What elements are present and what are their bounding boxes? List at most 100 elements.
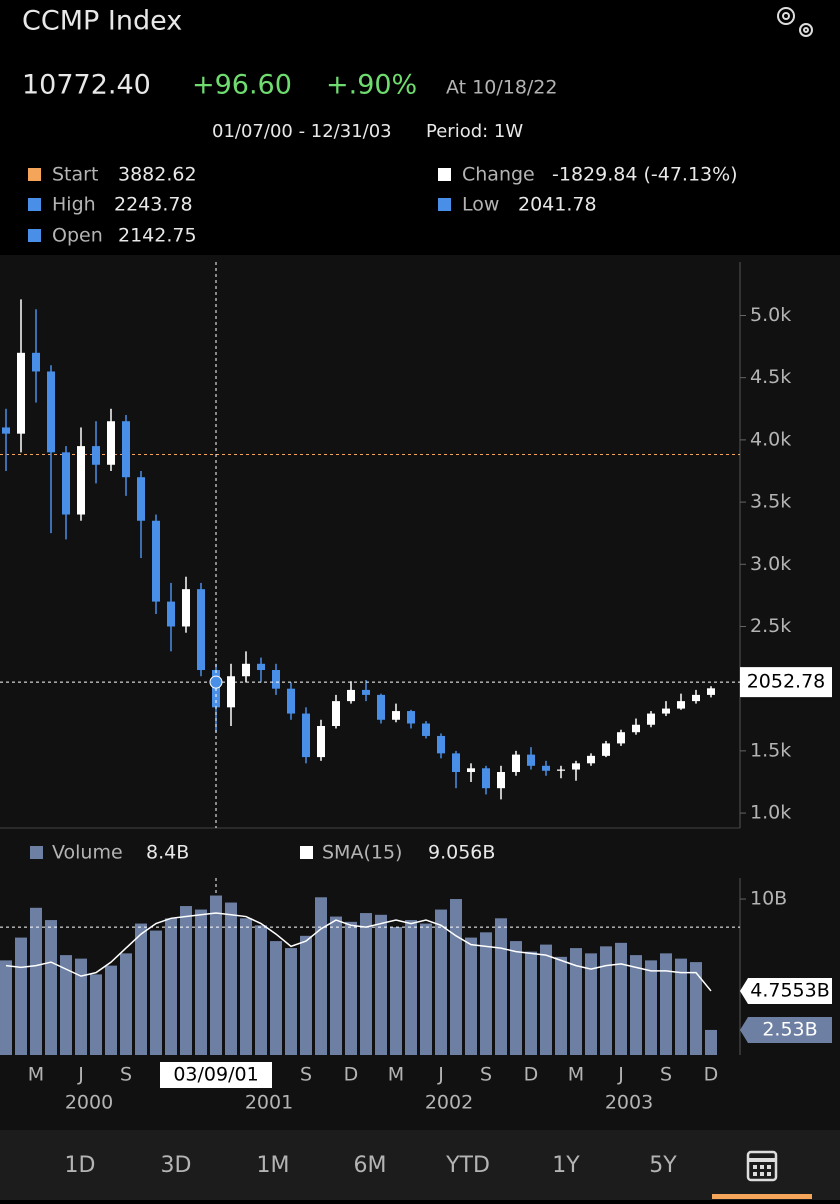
candle-body (437, 735, 445, 754)
volume-bar (90, 974, 102, 1055)
value-label: 2.53B (762, 1018, 817, 1040)
x-tick-label: S (120, 1064, 132, 1086)
y-tick-label: 4.5k (750, 366, 791, 388)
range-tab[interactable]: 1M (257, 1153, 290, 1178)
x-tick-label: S (660, 1064, 672, 1086)
volume-bar (420, 923, 432, 1055)
volume-bar (690, 962, 702, 1055)
candle-body (152, 520, 160, 602)
price-label: 2052.78 (747, 671, 826, 693)
year-label: 2002 (425, 1092, 473, 1114)
sma-line (5, 912, 712, 992)
volume-bar (570, 948, 582, 1055)
x-tick-label: D (344, 1064, 359, 1086)
legend-value: 2142.75 (118, 225, 197, 247)
candle-body (17, 352, 25, 434)
range-tab[interactable]: 1Y (552, 1153, 580, 1178)
y-tick-label: 10B (750, 888, 787, 910)
volume-bar (75, 958, 87, 1055)
settings-icon[interactable] (777, 7, 813, 37)
legend-label: Volume (52, 842, 123, 864)
candle-body (557, 769, 565, 771)
value-label-box (740, 977, 832, 1004)
candle-body (257, 663, 265, 671)
volume-bar (135, 923, 147, 1055)
value-label-box (740, 1016, 832, 1043)
range-tab[interactable]: 5Y (649, 1153, 677, 1178)
candle-body (467, 768, 475, 773)
legend-swatch (28, 198, 41, 211)
candle-body (662, 708, 670, 714)
candle-body (287, 688, 295, 714)
calendar-tab[interactable] (712, 1150, 812, 1199)
as-of: At 10/18/22 (446, 77, 558, 99)
legend-value: 2243.78 (114, 194, 193, 216)
x-tick-label: J (437, 1064, 444, 1086)
candle-body (92, 446, 100, 465)
price-label-box (740, 667, 832, 698)
range-tab[interactable]: 3D (161, 1153, 192, 1178)
volume-bar (30, 907, 42, 1055)
legend-swatch (438, 198, 451, 211)
candle-body (572, 763, 580, 770)
candle-body (77, 446, 85, 515)
volume-bar (45, 920, 57, 1055)
candle-body (122, 421, 130, 478)
crosshair-dot (209, 675, 223, 689)
volume-bar (660, 953, 672, 1055)
volume-bar (60, 955, 72, 1055)
volume-bar (525, 951, 537, 1055)
volume-bar (345, 921, 357, 1055)
candle-body (497, 772, 505, 789)
range-tab[interactable]: 6M (354, 1153, 387, 1178)
volume-bar (210, 895, 222, 1055)
date-label-box (160, 1062, 272, 1088)
candle-body (587, 755, 595, 764)
legend-swatch (28, 168, 41, 181)
candle-body (692, 694, 700, 702)
volume-bar (630, 955, 642, 1055)
volume-bar (105, 965, 117, 1055)
year-label: 2003 (605, 1092, 653, 1114)
candle-body (392, 711, 400, 720)
y-tick-label: 3.5k (750, 491, 791, 513)
range-tab[interactable]: 1D (65, 1153, 96, 1178)
candle-body (377, 694, 385, 720)
legend-label: Low (462, 194, 499, 216)
candle-body (182, 589, 190, 627)
candle-body (707, 688, 715, 695)
candle-body (242, 663, 250, 677)
legend-swatch (300, 846, 313, 859)
volume-bar (375, 914, 387, 1055)
x-tick-label: D (524, 1064, 539, 1086)
range-tab[interactable]: YTD (445, 1153, 490, 1178)
legend-value: -1829.84 (-47.13%) (552, 164, 738, 186)
candle-body (227, 676, 235, 708)
legend-swatch (438, 168, 451, 181)
volume-bar (705, 1029, 717, 1055)
volume-bar (240, 918, 252, 1055)
volume-bar (615, 942, 627, 1055)
legend-value: 9.056B (428, 842, 495, 864)
x-tick-label: S (300, 1064, 312, 1086)
volume-bar (360, 913, 372, 1055)
volume-bar (450, 899, 462, 1055)
title: CCMP Index (22, 6, 182, 37)
legend-value: 8.4B (146, 842, 189, 864)
legend-label: High (52, 194, 96, 216)
y-tick-label: 4.0k (750, 428, 791, 450)
volume-bar (540, 944, 552, 1055)
candle-body (617, 732, 625, 744)
candle-body (107, 421, 115, 465)
volume-bar (585, 953, 597, 1055)
candle-body (632, 724, 640, 733)
volume-bar (0, 960, 12, 1055)
candle-body (47, 371, 55, 453)
volume-bar (285, 948, 297, 1055)
y-tick-label: 5.0k (750, 304, 791, 326)
candle-body (272, 670, 280, 689)
volume-bar (225, 902, 237, 1055)
legend-value: 3882.62 (118, 164, 197, 186)
x-tick-label: M (388, 1064, 404, 1086)
x-tick-label: M (568, 1064, 584, 1086)
